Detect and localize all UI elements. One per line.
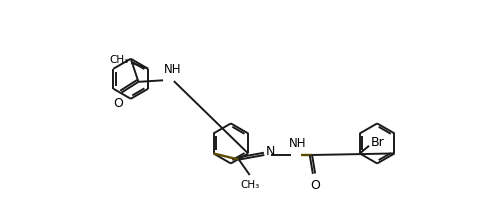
Text: O: O <box>114 97 124 110</box>
Text: NH: NH <box>289 137 306 150</box>
Text: CH₃: CH₃ <box>110 55 129 65</box>
Text: O: O <box>310 179 320 192</box>
Text: Br: Br <box>370 136 384 149</box>
Text: NH: NH <box>164 63 181 76</box>
Text: N: N <box>266 145 275 158</box>
Text: CH₃: CH₃ <box>241 180 260 190</box>
